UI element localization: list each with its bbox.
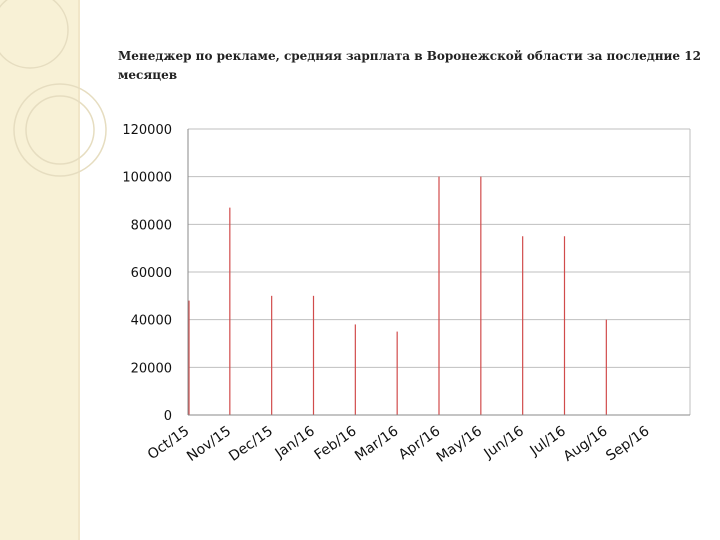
- x-tick-label: Oct/15: [145, 423, 192, 463]
- y-tick-label: 80000: [131, 218, 172, 233]
- x-tick-label: Aug/16: [561, 423, 611, 465]
- x-tick-label: Dec/15: [226, 423, 276, 465]
- y-tick-label: 0: [164, 409, 172, 424]
- y-tick-label: 120000: [122, 123, 172, 138]
- decorative-circles: [0, 0, 107, 177]
- y-tick-label: 60000: [131, 266, 172, 281]
- x-tick-label: Mar/16: [352, 423, 401, 464]
- sidebar-divider: [78, 0, 80, 540]
- x-tick-labels: Oct/15Nov/15Dec/15Jan/16Feb/16Mar/16Apr/…: [145, 423, 653, 466]
- y-tick-labels: 0 20000 40000 60000 80000 100000 120000: [122, 123, 172, 424]
- bars: [188, 176, 607, 415]
- y-tick-label: 40000: [131, 314, 172, 329]
- x-tick-label: Jan/16: [272, 423, 318, 462]
- axes: [187, 129, 690, 416]
- x-tick-label: Jun/16: [481, 423, 527, 462]
- x-tick-label: May/16: [434, 423, 485, 466]
- chart-title: Менеджер по рекламе, средняя зарплата в …: [118, 49, 701, 82]
- x-tick-label: Feb/16: [312, 423, 360, 463]
- x-tick-label: Nov/15: [184, 423, 234, 465]
- x-tick-label: Sep/16: [603, 423, 652, 464]
- y-tick-label: 100000: [122, 171, 172, 186]
- sidebar-panel: [0, 0, 80, 540]
- y-tick-label: 20000: [131, 361, 172, 376]
